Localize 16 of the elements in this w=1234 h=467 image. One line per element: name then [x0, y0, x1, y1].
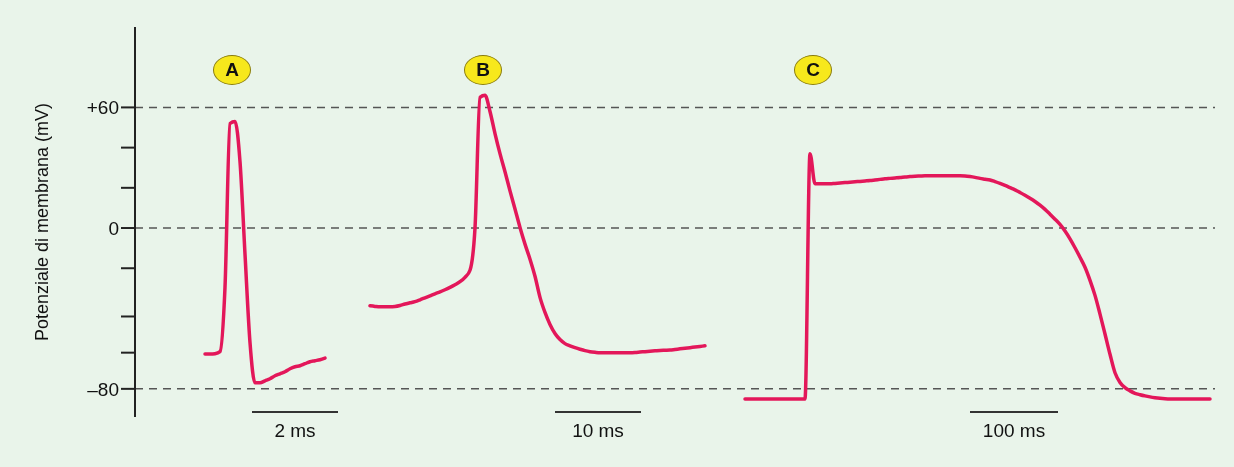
- y-axis-title: Potenziale di membrana (mV): [32, 102, 53, 342]
- circle-badge: B: [464, 55, 502, 85]
- line-series: [368, 93, 707, 355]
- text: 100 ms: [981, 420, 1047, 442]
- annotation: A: [225, 59, 239, 81]
- y-tick-label: –80: [87, 378, 119, 400]
- text: 10 ms: [571, 420, 625, 442]
- annotation: C: [806, 59, 820, 81]
- line-series: [743, 151, 1212, 401]
- circle-badge: A: [213, 55, 251, 85]
- text: 2 ms: [273, 420, 317, 442]
- annotation: B: [476, 59, 490, 81]
- y-tick-label: 0: [108, 217, 119, 239]
- line-series: [203, 119, 327, 385]
- y-tick-label: +60: [86, 97, 119, 119]
- circle-badge: C: [794, 55, 832, 85]
